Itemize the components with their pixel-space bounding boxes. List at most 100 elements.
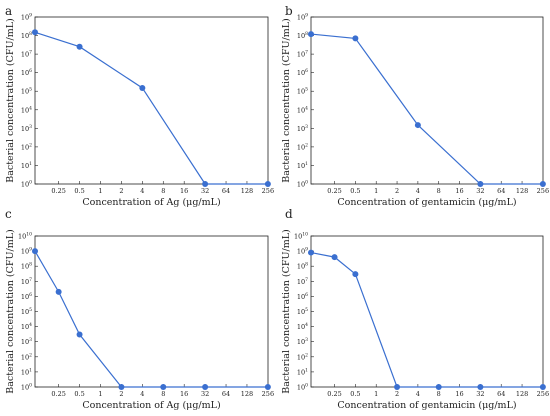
x-tick-label: 16 (455, 187, 463, 195)
x-tick-label: 1 (374, 187, 378, 195)
data-point (118, 384, 125, 390)
x-tick-label: 4 (140, 187, 144, 195)
x-tick-label: 256 (262, 390, 274, 398)
y-tick-label: 105 (297, 307, 308, 316)
data-point (264, 181, 271, 187)
x-tick-label: 8 (437, 390, 441, 398)
x-tick-label: 128 (516, 187, 528, 195)
y-tick-label: 106 (297, 292, 308, 301)
data-point (352, 271, 359, 278)
x-tick-label: 64 (497, 187, 505, 195)
x-tick-label: 32 (476, 187, 484, 195)
x-tick-label: 16 (180, 187, 188, 195)
data-point (202, 181, 209, 187)
data-point (352, 35, 359, 42)
x-tick-label: 256 (262, 187, 274, 195)
y-tick-label: 100 (297, 383, 308, 392)
y-tick-label: 106 (21, 68, 32, 77)
x-tick-label: 32 (201, 187, 209, 195)
x-tick-label: 16 (455, 390, 463, 398)
data-point (414, 122, 421, 129)
y-tick-label: 100 (21, 383, 32, 392)
y-tick-label: 100 (21, 180, 32, 189)
axis-frame (34, 235, 269, 388)
data-point (539, 384, 546, 390)
data-point (55, 288, 62, 295)
y-tick-label: 108 (297, 31, 308, 40)
data-point (331, 254, 338, 261)
x-axis-label: Concentration of Ag (μg/mL) (82, 197, 220, 208)
series-line (310, 251, 543, 388)
data-point (477, 181, 484, 187)
x-tick-label: 1 (98, 187, 102, 195)
x-tick-label: 2 (395, 390, 399, 398)
x-tick-label: 256 (537, 187, 549, 195)
x-tick-label: 0.5 (350, 390, 360, 398)
y-tick-label: 103 (297, 124, 308, 133)
y-axis-label: Bacterial concentration (CFU/mL) (5, 18, 16, 182)
y-tick-label: 107 (297, 50, 308, 59)
y-tick-label: 105 (21, 87, 32, 96)
y-tick-label: 109 (21, 13, 32, 22)
y-tick-label: 104 (297, 105, 308, 114)
data-point (202, 384, 209, 390)
y-axis-label: Bacterial concentration (CFU/mL) (5, 229, 16, 393)
x-tick-label: 8 (161, 187, 165, 195)
x-tick-label: 64 (497, 390, 505, 398)
data-point (477, 384, 484, 390)
y-tick-label: 109 (297, 13, 308, 22)
x-tick-label: 64 (222, 390, 230, 398)
data-point (435, 384, 442, 390)
axis-frame (310, 16, 544, 185)
y-tick-label: 102 (297, 142, 308, 151)
y-tick-label: 104 (21, 105, 32, 114)
y-tick-label: 104 (297, 322, 308, 331)
x-tick-label: 0.25 (51, 390, 65, 398)
y-tick-label: 100 (297, 180, 308, 189)
y-tick-label: 107 (21, 50, 32, 59)
x-tick-label: 128 (516, 390, 528, 398)
y-tick-label: 103 (21, 124, 32, 133)
y-tick-label: 103 (21, 337, 32, 346)
y-tick-label: 109 (21, 247, 32, 256)
data-point (139, 84, 146, 91)
x-axis-label: Concentration of gentamicin (μg/mL) (337, 197, 516, 208)
x-axis-label: Concentration of gentamicin (μg/mL) (337, 400, 516, 411)
axis-frame (34, 16, 269, 185)
x-axis-label: Concentration of Ag (μg/mL) (82, 400, 220, 411)
x-tick-label: 16 (180, 390, 188, 398)
y-tick-label: 1010 (294, 232, 308, 241)
y-tick-label: 106 (297, 68, 308, 77)
data-point (32, 248, 38, 255)
y-tick-label: 104 (21, 322, 32, 331)
x-tick-label: 128 (241, 187, 253, 195)
y-tick-label: 101 (21, 367, 32, 376)
y-axis-label: Bacterial concentration (CFU/mL) (281, 18, 292, 182)
panel-d: d 100 101 102 103 104 105 106 107 108 109 1010 0.25 0… (281, 207, 549, 411)
x-tick-label: 32 (201, 390, 209, 398)
x-tick-label: 8 (161, 390, 165, 398)
data-point (308, 249, 314, 256)
data-point (76, 331, 83, 338)
y-tick-label: 102 (21, 352, 32, 361)
x-tick-label: 256 (537, 390, 549, 398)
x-tick-label: 0.5 (74, 390, 84, 398)
y-axis-label: Bacterial concentration (CFU/mL) (281, 229, 292, 393)
x-tick-label: 2 (395, 187, 399, 195)
x-tick-label: 0.25 (327, 390, 341, 398)
x-tick-label: 1 (374, 390, 378, 398)
y-tick-label: 108 (21, 31, 32, 40)
y-tick-label: 106 (21, 292, 32, 301)
panel-c: c 100 101 102 103 104 105 106 107 108 109 1010 0.25 0… (5, 207, 274, 411)
x-tick-label: 64 (222, 187, 230, 195)
y-tick-label: 101 (21, 161, 32, 170)
data-point (264, 384, 271, 390)
x-tick-label: 0.5 (350, 187, 360, 195)
x-tick-label: 32 (476, 390, 484, 398)
y-tick-label: 101 (297, 367, 308, 376)
y-tick-label: 107 (21, 277, 32, 286)
x-tick-label: 0.5 (74, 187, 84, 195)
